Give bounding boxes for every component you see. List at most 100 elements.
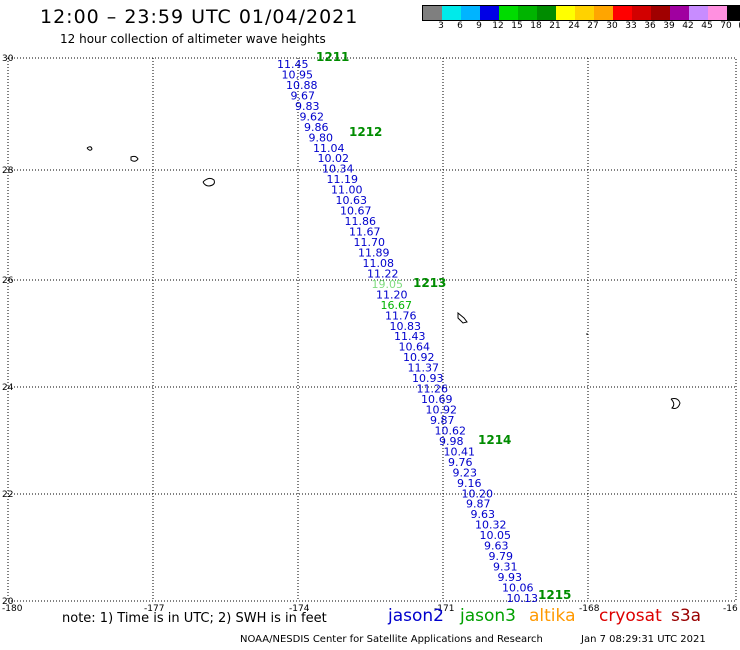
pass-label: 1213 [413,276,446,290]
legend-swatch [632,6,651,20]
satellite-cryosat: cryosat [599,606,662,626]
wave-height-reading: 9.63 [471,508,496,521]
wave-height-reading: 10.67 [340,205,372,218]
longitude-label: -177 [144,604,164,614]
legend-label: 12 [492,21,504,31]
island-dot [586,333,588,335]
color-legend [422,5,740,21]
legend-label: 18 [530,21,542,31]
wave-height-reading: 11.22 [367,267,399,280]
wave-height-reading: 10.62 [435,425,467,438]
legend-label: 9 [476,21,482,31]
map-frame [7,57,737,602]
wave-height-reading: 10.41 [444,445,476,458]
wave-height-reading: 10.92 [403,351,435,364]
longitude-label: -171 [434,604,454,614]
legend-label: 39 [663,21,675,31]
legend-swatch [518,6,537,20]
wave-height-reading: 11.86 [345,215,377,228]
latitude-label: 28 [2,166,14,176]
wave-height-reading: 11.89 [358,247,390,260]
legend-swatch [594,6,613,20]
legend-swatch [499,6,518,20]
legend-label: 6 [457,21,463,31]
wave-height-reading: 16.67 [381,299,413,312]
wave-height-reading: 11.00 [331,184,363,197]
legend-swatch [613,6,632,20]
wave-height-reading: 9.16 [457,477,482,490]
longitude-label: -16 [723,604,738,614]
wave-height-reading: 9.67 [291,89,316,102]
map-subtitle: 12 hour collection of altimeter wave hei… [60,32,326,46]
legend-label: 3 [438,21,444,31]
legend-label: 27 [587,21,599,31]
legend-swatch [689,6,708,20]
wave-height-reading: 11.08 [363,257,395,270]
legend-label: 24 [568,21,580,31]
latitude-label: 30 [2,54,14,64]
latitude-label: 20 [2,597,14,607]
wave-height-reading: 9.63 [484,540,509,553]
wave-height-reading: 9.86 [304,121,329,134]
satellite-jason3: jason3 [460,606,516,626]
pass-label: 1215 [538,588,571,602]
wave-height-reading: 9.80 [309,131,334,144]
wave-height-reading: 9.83 [295,100,320,113]
wave-height-reading: 10.63 [336,194,368,207]
longitude-label: -174 [289,604,310,614]
wave-height-reading: 10.88 [286,79,318,92]
wave-height-reading: 19.05 [372,278,404,291]
legend-label: 30 [606,21,618,31]
wave-height-reading: 9.31 [493,561,518,574]
legend-label: 21 [549,21,561,31]
latitude-label: 24 [2,383,14,393]
wave-height-reading: 10.32 [475,519,507,532]
wave-height-reading: 11.04 [313,142,345,155]
legend-label: 42 [682,21,694,31]
island-outline [130,155,139,162]
legend-swatch [461,6,480,20]
legend-swatch [575,6,594,20]
wave-height-reading: 11.19 [327,173,359,186]
wave-height-reading: 9.87 [430,414,455,427]
wave-height-reading: 9.76 [448,456,473,469]
legend-label: 15 [511,21,523,31]
wave-height-reading: 10.69 [421,393,453,406]
island-outline [457,311,468,324]
wave-height-reading: 9.79 [489,550,514,563]
longitude-label: -180 [2,604,23,614]
legend-swatch [442,6,461,20]
wave-height-reading: 10.02 [318,152,350,165]
wave-height-reading: 9.87 [466,498,491,511]
legend-swatch [670,6,689,20]
island-outline [670,398,681,409]
satellite-jason2: jason2 [388,606,444,626]
wave-height-reading: 10.34 [322,163,354,176]
wave-height-reading: 11.67 [349,226,381,239]
wave-height-reading: 11.20 [376,288,408,301]
legend-swatch [708,6,727,20]
map-title: 12:00 – 23:59 UTC 01/04/2021 [40,6,359,28]
wave-height-reading: 10.13 [507,592,539,605]
legend-swatch [727,6,740,20]
wave-height-reading: 11.26 [417,383,449,396]
satellite-s3a: s3a [671,606,702,626]
wave-height-reading: 11.76 [385,309,417,322]
legend-swatch [480,6,499,20]
pass-label: 1212 [349,125,382,139]
pass-label: 1214 [478,433,511,447]
wave-height-reading: 9.62 [300,110,325,123]
island-outline [202,177,215,187]
generated-timestamp: Jan 7 08:29:31 UTC 2021 [581,634,706,645]
legend-label: 36 [644,21,656,31]
wave-height-reading: 10.95 [282,69,314,82]
legend-label: 33 [625,21,637,31]
wave-height-reading: 10.64 [399,341,431,354]
latitude-label: 22 [2,490,13,500]
legend-swatch [651,6,670,20]
wave-height-reading: 11.37 [408,362,440,375]
island-outline [86,146,93,151]
wave-height-reading: 9.23 [453,466,478,479]
wave-height-reading: 11.43 [394,330,426,343]
